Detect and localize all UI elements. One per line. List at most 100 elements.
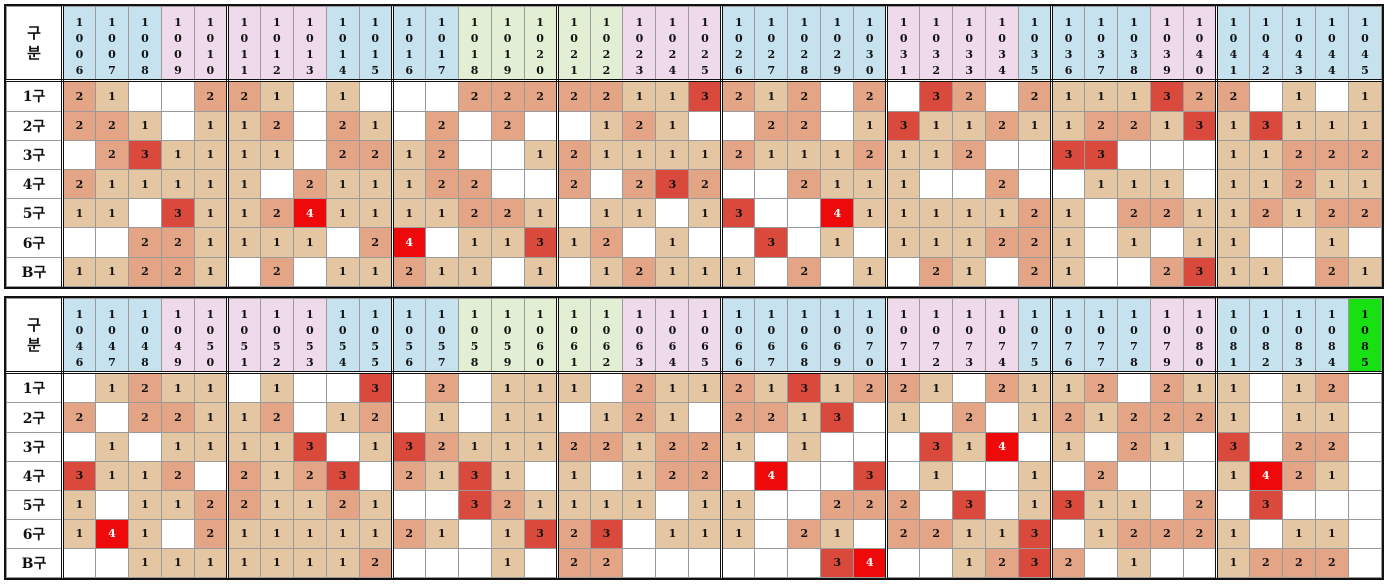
count-cell: 1 [193, 402, 229, 433]
count-cell [1149, 547, 1184, 579]
count-cell: 2 [556, 431, 591, 462]
count-cell: 1 [1084, 489, 1118, 520]
count-cell [589, 371, 624, 404]
count-cell: 2 [622, 169, 657, 200]
count-cell: 2 [655, 431, 690, 462]
count-cell: 2 [127, 402, 162, 433]
count-cell: 1 [193, 110, 229, 141]
count-cell: 1 [259, 139, 294, 171]
count-cell [1182, 547, 1218, 579]
count-cell: 1 [424, 256, 459, 288]
count-cell: 2 [622, 402, 657, 433]
count-cell: 3 [325, 460, 360, 491]
count-cell: 2 [160, 256, 195, 288]
count-cell [556, 198, 591, 229]
count-cell: 2 [688, 169, 724, 200]
count-cell: 2 [1314, 198, 1349, 229]
count-cell: 1 [358, 198, 394, 229]
count-cell: 1 [556, 371, 591, 404]
count-cell: 1 [259, 518, 294, 549]
count-cell: 2 [688, 460, 724, 491]
column-header: 1009 [160, 6, 195, 82]
count-cell: 1 [985, 198, 1020, 229]
count-cell: 2 [787, 256, 822, 288]
count-cell: 3 [820, 402, 855, 433]
count-cell: 3 [589, 518, 624, 549]
count-cell [754, 518, 789, 549]
column-header: 1015 [358, 6, 394, 82]
count-cell [787, 227, 822, 258]
count-cell [886, 256, 921, 288]
count-cell: 1 [160, 371, 195, 404]
count-cell [787, 489, 822, 520]
count-cell: 1 [490, 227, 525, 258]
column-header: 1083 [1281, 298, 1316, 374]
count-cell: 1 [226, 227, 261, 258]
count-cell: 2 [490, 110, 525, 141]
count-cell [391, 80, 426, 112]
count-cell: 1 [919, 227, 954, 258]
count-cell: 1 [1117, 547, 1151, 579]
count-cell: 1 [1281, 198, 1316, 229]
count-cell [1018, 169, 1054, 200]
count-cell: 1 [655, 256, 690, 288]
column-header: 1010 [193, 6, 229, 82]
count-cell [754, 256, 789, 288]
row-label: 3구 [6, 139, 64, 171]
count-cell [754, 489, 789, 520]
count-cell [952, 169, 987, 200]
count-cell: 1 [1248, 139, 1283, 171]
count-cell [457, 110, 492, 141]
count-cell: 1 [1051, 371, 1086, 404]
count-cell: 4 [94, 518, 129, 549]
count-cell: 1 [226, 431, 261, 462]
count-cell: 1 [886, 169, 921, 200]
count-cell: 1 [193, 371, 229, 404]
count-cell: 2 [193, 80, 229, 112]
row-label: 5구 [6, 489, 64, 520]
count-cell: 1 [358, 431, 394, 462]
count-cell: 1 [886, 227, 921, 258]
count-cell [655, 198, 690, 229]
count-cell: 2 [1149, 256, 1184, 288]
count-cell: 2 [391, 256, 426, 288]
count-cell [292, 110, 327, 141]
count-cell: 1 [1051, 110, 1086, 141]
column-header: 1079 [1149, 298, 1184, 374]
count-cell [490, 139, 525, 171]
count-cell: 2 [622, 110, 657, 141]
count-cell [820, 460, 855, 491]
count-cell: 1 [622, 198, 657, 229]
count-cell: 1 [721, 431, 756, 462]
count-cell [292, 256, 327, 288]
count-cell: 1 [424, 518, 459, 549]
count-cell: 1 [490, 547, 525, 579]
count-cell: 1 [259, 227, 294, 258]
count-cell: 1 [1215, 139, 1250, 171]
count-cell: 3 [1051, 139, 1086, 171]
count-cell: 3 [391, 431, 426, 462]
count-cell: 1 [160, 139, 195, 171]
count-cell: 1 [721, 489, 756, 520]
count-cell: 1 [589, 489, 624, 520]
column-header: 1051 [226, 298, 261, 374]
count-cell [655, 547, 690, 579]
count-cell [820, 431, 855, 462]
count-cell: 3 [952, 489, 987, 520]
count-cell: 1 [1182, 371, 1218, 404]
count-cell [688, 227, 724, 258]
count-cell: 1 [1281, 80, 1316, 112]
count-cell: 1 [952, 227, 987, 258]
count-cell [1149, 460, 1184, 491]
count-cell: 2 [1281, 431, 1316, 462]
count-cell [919, 489, 954, 520]
count-cell: 2 [1018, 256, 1054, 288]
column-header: 1035 [1018, 6, 1054, 82]
count-cell: 1 [62, 198, 96, 229]
count-cell: 1 [1347, 110, 1383, 141]
count-cell [1018, 431, 1054, 462]
count-cell [292, 139, 327, 171]
count-cell: 1 [94, 256, 129, 288]
count-cell: 3 [787, 371, 822, 404]
